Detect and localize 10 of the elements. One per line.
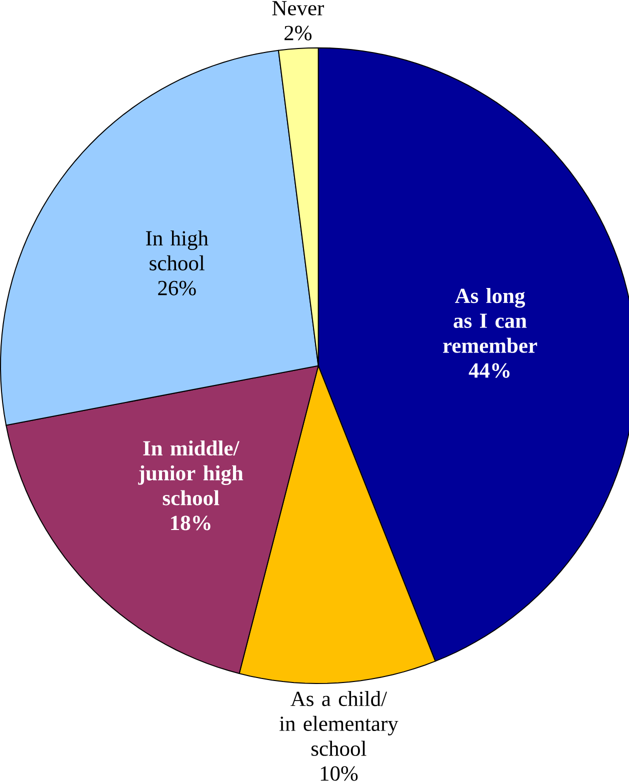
- data-label: 18%: [170, 516, 210, 530]
- slice-label: In high school: [146, 230, 208, 270]
- slice-label: In middle/ junior high school: [138, 440, 243, 506]
- data-label: 10%: [320, 766, 358, 781]
- data-label: 26%: [158, 280, 196, 296]
- slice-label: Never: [272, 1, 324, 16]
- data-label: 44%: [468, 363, 510, 378]
- data-label: 2%: [284, 26, 312, 40]
- slice-label: As long as I can remember: [442, 288, 537, 353]
- slice-label: As a child/ in elementary school: [279, 691, 398, 756]
